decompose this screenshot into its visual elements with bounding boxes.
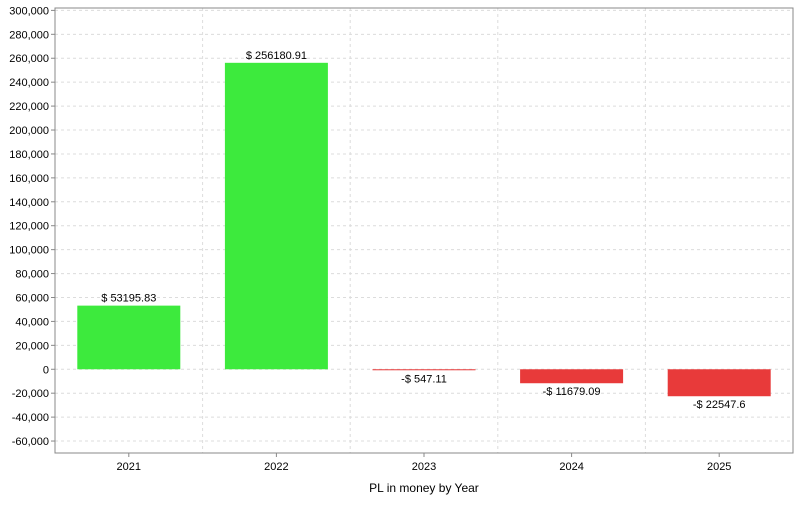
y-tick-label: 140,000 xyxy=(9,197,49,209)
data-label-2025: -$ 22547.6 xyxy=(693,399,746,411)
data-label-2021: $ 53195.83 xyxy=(101,293,156,305)
y-tick-label: 240,000 xyxy=(9,77,49,89)
y-tick-label: 100,000 xyxy=(9,245,49,257)
y-tick-label: -20,000 xyxy=(12,388,49,400)
y-tick-label: -40,000 xyxy=(12,412,49,424)
y-tick-label: 280,000 xyxy=(9,29,49,41)
y-tick-label: 20,000 xyxy=(15,340,49,352)
y-tick-label: 300,000 xyxy=(9,5,49,17)
bar-2024 xyxy=(520,369,624,384)
y-tick-label: 80,000 xyxy=(15,269,49,281)
y-tick-label: 180,000 xyxy=(9,149,49,161)
bar-2023 xyxy=(372,369,476,371)
data-label-2023: -$ 547.11 xyxy=(401,373,447,385)
plot-border xyxy=(54,7,794,454)
x-tick-label: 2021 xyxy=(117,461,141,473)
axes: -60,000 -40,000 -20,000 0 20,000 40,000 60,000… xyxy=(9,5,794,473)
y-tick-label: 160,000 xyxy=(9,173,49,185)
data-labels: $ 53195.83 $ 256180.91 -$ 547.11 -$ 11679.0… xyxy=(101,50,745,411)
x-tick-label: 2023 xyxy=(412,461,436,473)
bars xyxy=(77,62,771,397)
y-tick-label: 260,000 xyxy=(9,53,49,65)
y-tick-label: 40,000 xyxy=(15,316,49,328)
bar-2021 xyxy=(77,305,181,370)
bar-2022 xyxy=(224,62,328,370)
data-label-2024: -$ 11679.09 xyxy=(543,386,601,398)
x-axis-title: PL in money by Year xyxy=(369,481,479,495)
grid-lines xyxy=(54,8,794,453)
x-tick-label: 2024 xyxy=(559,461,583,473)
y-tick-label: 220,000 xyxy=(9,101,49,113)
x-tick-label: 2022 xyxy=(264,461,288,473)
y-tick-label: 0 xyxy=(43,364,49,376)
y-tick-label: -60,000 xyxy=(12,436,49,448)
y-tick-label: 60,000 xyxy=(15,292,49,304)
data-label-2022: $ 256180.91 xyxy=(246,50,307,62)
x-tick-label: 2025 xyxy=(707,461,731,473)
bar-2025 xyxy=(667,369,771,397)
y-tick-label: 200,000 xyxy=(9,125,49,137)
y-tick-label: 120,000 xyxy=(9,221,49,233)
